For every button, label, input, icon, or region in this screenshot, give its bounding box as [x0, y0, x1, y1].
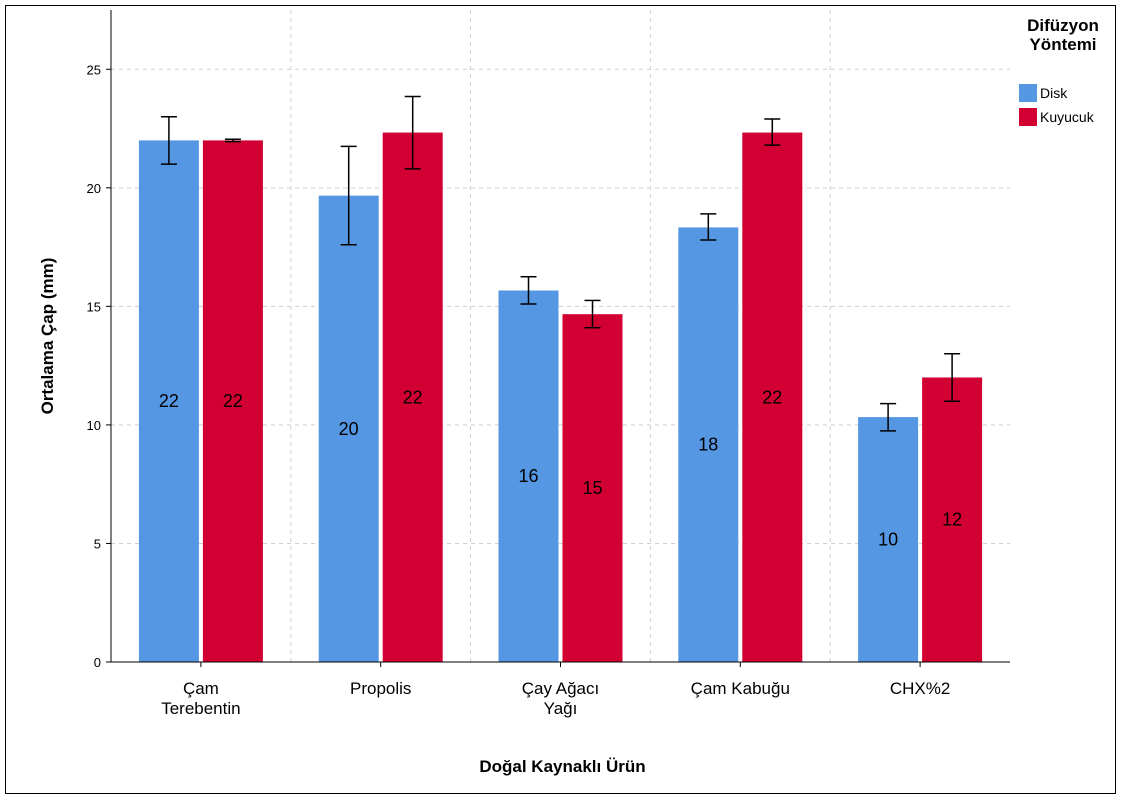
y-tick-label: 0: [94, 655, 101, 670]
bar-disk: [318, 195, 379, 662]
bar-disk: [138, 140, 199, 662]
data-label: 12: [942, 510, 962, 530]
legend-title: Difüzyon: [1027, 16, 1099, 35]
x-axis-title: Doğal Kaynaklı Ürün: [479, 757, 645, 776]
bar-disk: [858, 417, 919, 662]
data-label: 22: [762, 387, 782, 407]
legend-label: Disk: [1040, 85, 1068, 101]
x-tick-label: Çay Ağacı: [522, 679, 600, 698]
data-label: 22: [159, 391, 179, 411]
x-tick-label: Propolis: [350, 679, 411, 698]
data-label: 18: [698, 435, 718, 455]
bar-kuyucuk: [382, 132, 443, 663]
x-tick-label: CHX%2: [890, 679, 950, 698]
legend-title: Yöntemi: [1029, 35, 1096, 54]
x-tick-label: Çam: [183, 679, 219, 698]
bar-kuyucuk: [202, 140, 263, 662]
x-tick-label: Yağı: [544, 699, 578, 718]
data-label: 20: [339, 419, 359, 439]
x-tick-label: Çam Kabuğu: [691, 679, 790, 698]
bar-kuyucuk: [922, 377, 983, 662]
y-tick-label: 20: [87, 181, 101, 196]
legend-label: Kuyucuk: [1040, 109, 1095, 125]
bar-kuyucuk: [742, 132, 803, 663]
y-tick-label: 25: [87, 62, 101, 77]
bar-disk: [678, 227, 739, 663]
legend-swatch-kuyucuk: [1019, 108, 1037, 126]
data-label: 10: [878, 530, 898, 550]
bar-disk: [498, 290, 559, 662]
y-tick-label: 15: [87, 299, 101, 314]
y-axis-title: Ortalama Çap (mm): [38, 258, 57, 415]
data-label: 22: [403, 387, 423, 407]
data-label: 15: [582, 478, 602, 498]
data-label: 16: [518, 466, 538, 486]
legend-swatch-disk: [1019, 84, 1037, 102]
y-tick-label: 10: [87, 418, 101, 433]
bar-kuyucuk: [562, 314, 623, 662]
x-tick-label: Terebentin: [161, 699, 240, 718]
y-tick-label: 5: [94, 536, 101, 551]
data-label: 22: [223, 391, 243, 411]
